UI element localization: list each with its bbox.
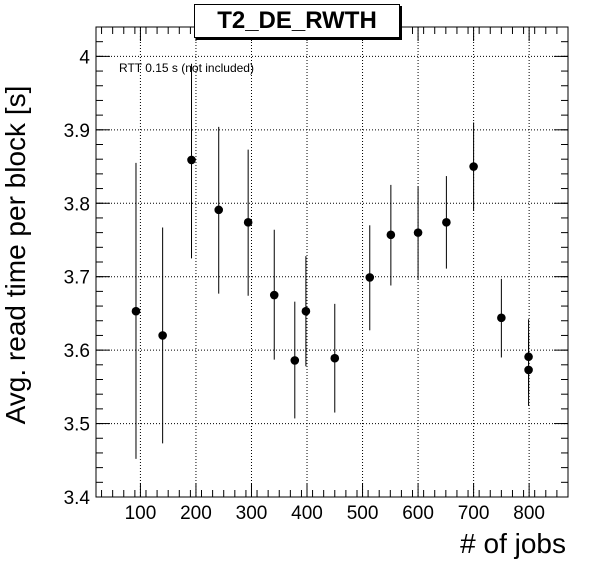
y-tick-label: 4: [79, 47, 90, 68]
x-tick-label: 800: [513, 503, 545, 524]
x-tick-label: 500: [347, 503, 379, 524]
data-point: [386, 230, 396, 240]
data-point: [469, 162, 478, 171]
data-point: [214, 205, 224, 215]
x-tick-label: 700: [458, 503, 490, 524]
error-bars: [135, 63, 530, 459]
data-point: [158, 331, 167, 340]
data-point: [330, 353, 340, 363]
x-axis-label: # of jobs: [460, 528, 566, 559]
data-point: [365, 273, 375, 282]
data-point: [301, 306, 311, 316]
data-point: [497, 313, 506, 323]
y-axis-label: Avg. read time per block [s]: [0, 85, 31, 425]
data-point: [187, 155, 196, 165]
x-tick-label: 200: [180, 503, 212, 524]
y-tick-label: 3.4: [64, 488, 91, 509]
data-point: [413, 228, 423, 237]
y-tick-label: 3.5: [64, 415, 90, 436]
data-point: [290, 356, 300, 365]
plot-frame: [95, 26, 569, 498]
axis-ticks: [96, 26, 569, 498]
data-point: [524, 352, 533, 362]
y-tick-label: 3.6: [64, 341, 90, 362]
chart-title: T2_DE_RWTH: [194, 4, 400, 38]
y-tick-label: 3.8: [64, 194, 90, 215]
x-tick-label: 600: [402, 503, 434, 524]
grid-lines: [96, 27, 568, 497]
data-point: [442, 218, 451, 227]
data-point: [269, 290, 279, 300]
data-markers: [131, 155, 533, 375]
tick-labels: 3.4 3.5 3.6 3.7 3.8 3.9 4 100 200 300 400 500 600 700…: [64, 47, 545, 524]
x-tick-label: 100: [125, 503, 157, 524]
x-tick-label: 400: [291, 503, 323, 524]
data-point: [131, 306, 141, 316]
y-tick-label: 3.7: [64, 268, 90, 289]
x-tick-label: 300: [236, 503, 268, 524]
data-point: [243, 218, 253, 227]
y-tick-label: 3.9: [64, 121, 90, 142]
data-point: [524, 365, 533, 375]
rtt-annotation: RTT 0.15 s (not included): [119, 61, 254, 75]
